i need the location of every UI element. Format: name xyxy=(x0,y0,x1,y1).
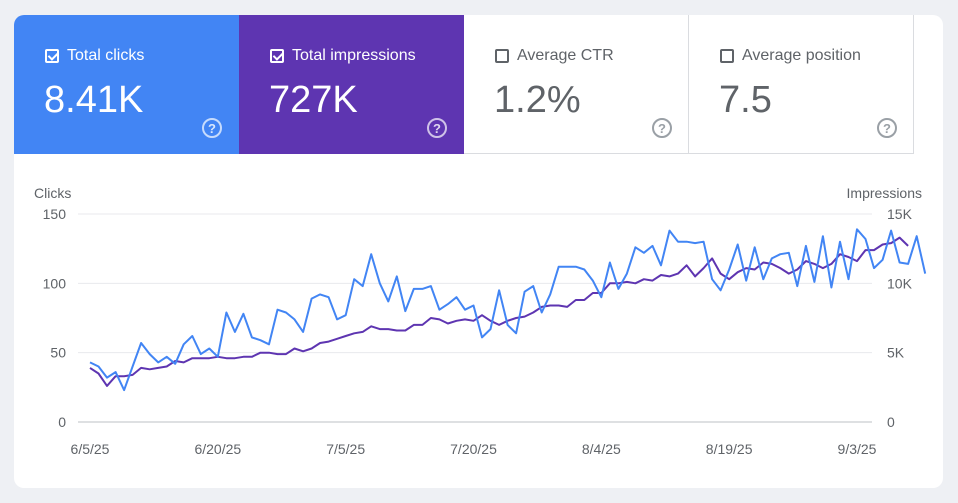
metric-value: 7.5 xyxy=(719,79,772,121)
metric-label: Average position xyxy=(742,47,861,64)
metric-cards: Total clicks 8.41K ? Total impressions 7… xyxy=(14,15,914,154)
performance-chart: Clicks Impressions 0 0 50 5K 100 10K 150 15K 6/5… xyxy=(34,185,927,457)
metric-card-average-ctr[interactable]: Average CTR 1.2% ? xyxy=(464,15,689,154)
performance-card: Total clicks 8.41K ? Total impressions 7… xyxy=(14,15,943,488)
checkbox-icon[interactable] xyxy=(495,49,509,63)
right-tick-label: 0 xyxy=(887,414,895,430)
left-tick-label: 100 xyxy=(43,275,67,291)
help-circle-icon[interactable]: ? xyxy=(877,118,897,138)
x-tick-label: 7/20/25 xyxy=(450,441,497,457)
metric-value: 1.2% xyxy=(494,79,581,121)
checkbox-icon[interactable] xyxy=(270,49,284,63)
left-tick-label: 50 xyxy=(50,345,66,361)
metric-header: Total clicks xyxy=(45,47,144,65)
left-tick-label: 150 xyxy=(43,206,67,222)
metric-header: Total impressions xyxy=(270,47,416,65)
left-tick-label: 0 xyxy=(58,414,66,430)
checkbox-icon[interactable] xyxy=(45,49,59,63)
metric-card-total-clicks[interactable]: Total clicks 8.41K ? xyxy=(14,15,239,154)
series-line-clicks xyxy=(89,228,927,392)
help-circle-icon[interactable]: ? xyxy=(427,118,447,138)
right-tick-label: 5K xyxy=(887,345,905,361)
help-circle-icon[interactable]: ? xyxy=(202,118,222,138)
right-tick-label: 10K xyxy=(887,275,913,291)
metric-card-average-position[interactable]: Average position 7.5 ? xyxy=(689,15,914,154)
metric-label: Total impressions xyxy=(292,47,416,64)
metric-label: Total clicks xyxy=(67,47,145,64)
x-tick-label: 9/3/25 xyxy=(838,441,877,457)
x-tick-label: 7/5/25 xyxy=(326,441,365,457)
x-tick-label: 8/19/25 xyxy=(706,441,753,457)
help-circle-icon[interactable]: ? xyxy=(652,118,672,138)
metric-value: 8.41K xyxy=(44,79,144,121)
x-tick-label: 6/20/25 xyxy=(194,441,241,457)
metric-header: Average position xyxy=(720,47,861,65)
x-tick-label: 6/5/25 xyxy=(71,441,110,457)
metric-label: Average CTR xyxy=(517,47,614,64)
x-tick-label: 8/4/25 xyxy=(582,441,621,457)
checkbox-icon[interactable] xyxy=(720,49,734,63)
metric-card-total-impressions[interactable]: Total impressions 727K ? xyxy=(239,15,464,154)
right-tick-label: 15K xyxy=(887,206,913,222)
right-axis-label: Impressions xyxy=(847,185,922,201)
series-line-impressions xyxy=(89,236,909,387)
metric-value: 727K xyxy=(269,79,358,121)
left-axis-label: Clicks xyxy=(34,185,71,201)
metric-header: Average CTR xyxy=(495,47,614,65)
